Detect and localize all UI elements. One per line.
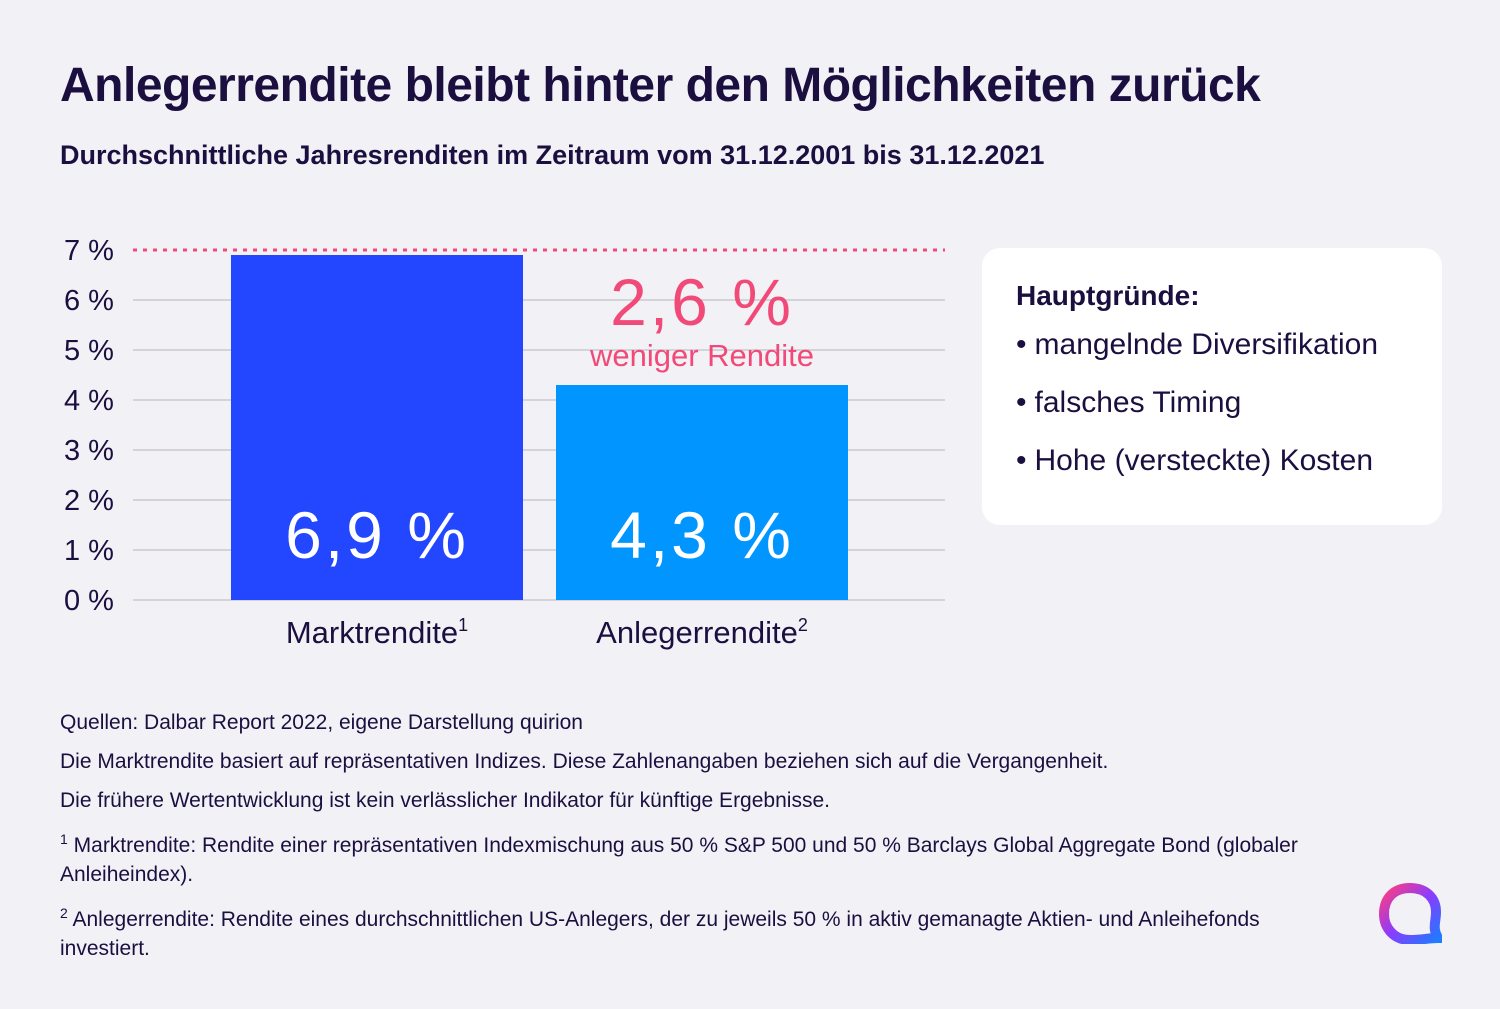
reasons-list: • mangelnde Diversifikation • falsches Tim…: [1016, 328, 1442, 478]
y-tick-label: 3 %: [64, 435, 114, 467]
bullet-icon: •: [1016, 444, 1027, 477]
bar-chart: 0 % 1 % 2 % 3 % 4 % 5 % 6 % 7 % 6,9 % Marktrendit…: [64, 235, 945, 650]
bullet-icon: •: [1016, 386, 1027, 419]
footnote-text: Anlegerrendite: Rendite eines durchschni…: [60, 908, 1260, 960]
difference-value-label: 2,6 %: [610, 265, 794, 339]
reason-item: • mangelnde Diversifikation: [1016, 328, 1442, 362]
footnote-text: Marktrendite: Rendite einer repräsentati…: [60, 834, 1298, 886]
category-label: Marktrendite1: [286, 615, 468, 650]
category-superscript: 1: [458, 615, 468, 635]
sources-note: Quellen: Dalbar Report 2022, eigene Dars…: [60, 711, 583, 734]
bar-value-label: 6,9 %: [285, 498, 469, 572]
reason-item: • falsches Timing: [1016, 386, 1442, 420]
category-label: Anlegerrendite2: [596, 615, 808, 650]
y-tick-label: 4 %: [64, 385, 114, 417]
footnote-mark: 1: [60, 831, 68, 847]
disclaimer-note: Die frühere Wertentwicklung ist kein ver…: [60, 789, 830, 812]
reason-item: • Hohe (versteckte) Kosten: [1016, 444, 1442, 478]
footer-notes: Quellen: Dalbar Report 2022, eigene Dars…: [60, 708, 1340, 973]
footnote-market-return: 1 Marktrendite: Rendite einer repräsenta…: [60, 825, 1340, 889]
category-superscript: 2: [798, 615, 808, 635]
reason-text: falsches Timing: [1034, 386, 1242, 419]
y-tick-label: 7 %: [64, 235, 114, 267]
difference-text: weniger Rendite: [589, 338, 814, 373]
y-tick-label: 6 %: [64, 285, 114, 317]
reasons-box: Hauptgründe: • mangelnde Diversifikation …: [982, 248, 1442, 525]
past-performance-note: Die Marktrendite basiert auf repräsentat…: [60, 750, 1109, 773]
reason-text: mangelnde Diversifikation: [1034, 328, 1379, 361]
bar: [231, 255, 523, 600]
bar-value-label: 4,3 %: [610, 498, 794, 572]
reasons-title: Hauptgründe:: [1016, 280, 1200, 311]
chart-title: Anlegerrendite bleibt hinter den Möglich…: [60, 59, 1261, 112]
quirion-logo-icon: [1378, 882, 1442, 944]
y-tick-label: 2 %: [64, 485, 114, 517]
y-tick-label: 5 %: [64, 335, 114, 367]
chart-subtitle: Durchschnittliche Jahresrenditen im Zeit…: [60, 140, 1045, 170]
y-tick-label: 1 %: [64, 535, 114, 567]
reason-text: Hohe (versteckte) Kosten: [1034, 444, 1373, 477]
bullet-icon: •: [1016, 328, 1027, 361]
bar: [556, 385, 848, 600]
footnote-investor-return: 2 Anlegerrendite: Rendite eines durchsch…: [60, 899, 1340, 963]
y-tick-label: 0 %: [64, 585, 114, 617]
footnote-mark: 2: [60, 905, 68, 921]
